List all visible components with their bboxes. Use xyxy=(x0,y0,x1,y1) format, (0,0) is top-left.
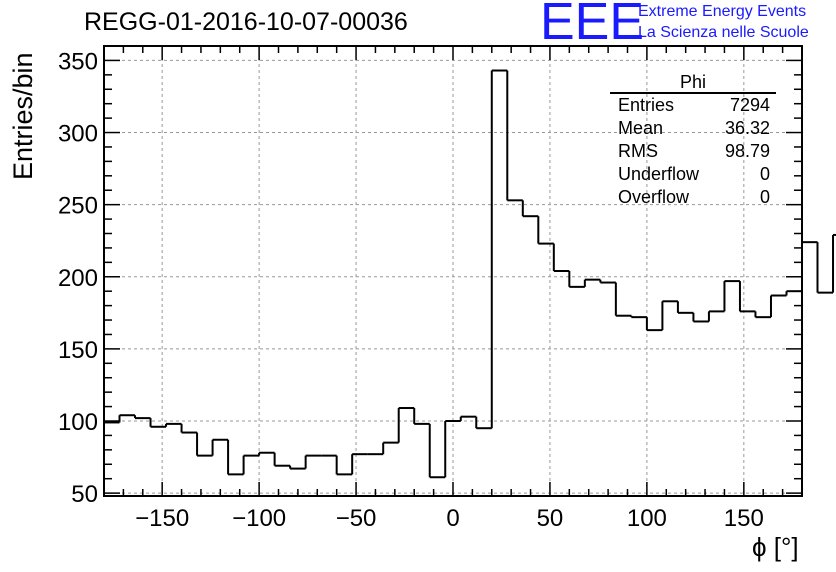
histogram-bin xyxy=(351,453,368,475)
histogram-bin xyxy=(242,454,260,475)
x-tick-label: 100 xyxy=(627,505,667,532)
histogram-bin xyxy=(382,441,399,455)
stats-box: Phi Entries 7294 Mean 36.32 RMS 98.79 Un… xyxy=(610,72,776,209)
tick-marks xyxy=(104,45,802,496)
histogram-bin xyxy=(258,451,275,456)
histogram-bin xyxy=(769,294,787,318)
histogram-bin xyxy=(506,70,523,202)
histogram-bin xyxy=(397,407,415,443)
x-axis-label: ϕ [°] xyxy=(752,532,799,562)
y-tick-label: 350 xyxy=(58,48,98,75)
histogram-bin xyxy=(227,439,244,476)
histogram-bin xyxy=(490,69,508,429)
histogram-bin xyxy=(692,312,709,323)
y-axis-label: Entries/bin xyxy=(8,52,38,180)
stats-label: Entries xyxy=(618,95,675,115)
histogram-bin xyxy=(537,216,554,245)
y-tick-label: 150 xyxy=(58,337,98,364)
y-tick-label: 100 xyxy=(58,409,98,436)
y-tick-label: 50 xyxy=(71,481,98,508)
histogram-bin xyxy=(444,420,461,478)
histogram-bin xyxy=(630,315,647,319)
stats-value: 7294 xyxy=(729,95,770,115)
stats-row-rms: RMS 98.79 xyxy=(610,140,776,163)
histogram-bin xyxy=(645,317,663,332)
histogram-bin xyxy=(149,418,167,428)
histogram-bin xyxy=(552,243,570,272)
x-tick-label: 50 xyxy=(537,505,564,532)
histogram-bin xyxy=(180,423,198,434)
histogram-bin xyxy=(801,241,818,292)
stats-label: RMS xyxy=(618,141,658,161)
histogram-bin xyxy=(273,452,291,467)
stats-title: Phi xyxy=(610,72,776,94)
chart-title: REGG-01-2016-10-07-00036 xyxy=(84,8,408,36)
histogram-bin xyxy=(475,416,492,430)
histogram-bin xyxy=(816,242,834,294)
y-tick-label: 250 xyxy=(58,193,98,220)
histogram-bin xyxy=(738,281,756,313)
histogram-bin xyxy=(661,300,678,331)
stats-value: 0 xyxy=(759,187,770,207)
histogram-bin xyxy=(459,415,477,421)
eee-logo: EEE xyxy=(540,0,645,51)
histogram-bin xyxy=(165,422,182,427)
histogram-bins xyxy=(104,69,836,479)
histogram-bin xyxy=(335,455,353,476)
stats-value: 36.32 xyxy=(724,118,770,138)
stats-row-underflow: Underflow 0 xyxy=(610,163,776,186)
histogram-bin xyxy=(568,271,585,288)
histogram-bin xyxy=(211,438,229,456)
x-tick-label: −150 xyxy=(135,505,189,532)
histogram-bin xyxy=(118,414,136,423)
histogram-bin xyxy=(723,280,740,312)
stats-value: 98.79 xyxy=(724,141,770,161)
histogram-bin xyxy=(676,301,694,314)
histogram-bin xyxy=(754,311,771,319)
x-tick-label: −100 xyxy=(232,505,286,532)
stats-label: Mean xyxy=(618,118,664,138)
histogram-bin xyxy=(413,408,430,425)
histogram-bin xyxy=(614,282,632,317)
tick-labels: −150 −100 −50 0 50 100 150 50 100 150 200 250 300 350 xyxy=(58,48,764,532)
histogram-bin xyxy=(196,432,213,457)
x-tick-label: 0 xyxy=(446,505,459,532)
x-tick-label: 150 xyxy=(724,505,764,532)
logo-line-1: Extreme Energy Events xyxy=(638,3,807,20)
y-tick-label: 200 xyxy=(58,265,98,292)
y-tick-label: 300 xyxy=(58,121,98,148)
histogram-bin xyxy=(134,415,151,420)
histogram-bin xyxy=(289,465,306,470)
histogram-bin xyxy=(521,200,539,218)
logo-line-2: La Scienza nelle Scuole xyxy=(638,24,809,41)
histogram-bin xyxy=(707,310,725,322)
stats-row-entries: Entries 7294 xyxy=(610,94,776,117)
stats-value: 0 xyxy=(759,164,770,184)
histogram-bin xyxy=(785,290,802,296)
stats-label: Underflow xyxy=(618,164,700,184)
histogram-bin xyxy=(583,278,601,287)
stats-row-overflow: Overflow 0 xyxy=(610,186,776,209)
histogram-bin xyxy=(599,279,616,284)
histogram-bin xyxy=(304,454,322,469)
grid-lines xyxy=(104,46,802,496)
x-tick-label: −50 xyxy=(336,505,377,532)
stats-row-mean: Mean 36.32 xyxy=(610,117,776,140)
histogram-bin xyxy=(428,423,446,479)
stats-label: Overflow xyxy=(618,187,690,207)
